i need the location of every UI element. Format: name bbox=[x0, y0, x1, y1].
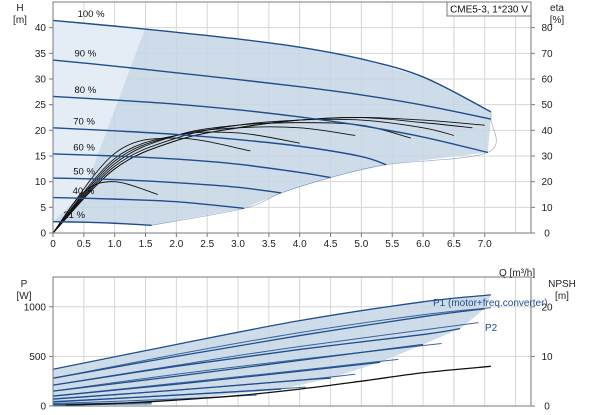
flow-tick-label: 5.5 bbox=[385, 239, 399, 250]
end-boundary-line bbox=[151, 111, 497, 226]
head-curve bbox=[53, 127, 387, 166]
flow-tick-label: 0 bbox=[50, 239, 56, 250]
p1-curve bbox=[53, 327, 461, 386]
eta-curve bbox=[53, 131, 300, 233]
head-curve bbox=[53, 153, 331, 179]
head-tick-label: 25 bbox=[35, 100, 47, 111]
legend-p1: P1 (motor+freq.converter) bbox=[433, 298, 548, 309]
speed-labels: 100 % 90 % 80 % 70 % 60 % 50 % 40 % 21 % bbox=[63, 9, 105, 221]
head-tick-label: 20 bbox=[35, 126, 47, 137]
p1-curve bbox=[53, 388, 282, 403]
flow-tick-label: 0.5 bbox=[77, 239, 91, 250]
eta-tick-label: 50 bbox=[541, 100, 553, 111]
speed-label: 80 % bbox=[75, 85, 97, 96]
head-curve bbox=[53, 95, 488, 154]
npsh-tick-label: 20 bbox=[541, 302, 553, 313]
eta-curve bbox=[53, 126, 356, 233]
flow-tick-label: 6.5 bbox=[447, 239, 461, 250]
npsh-line bbox=[65, 365, 491, 406]
p1-curve bbox=[53, 294, 491, 370]
head-axis-ticks: 0 5 10 15 20 25 30 35 40 bbox=[35, 23, 53, 240]
speed-label: 21 % bbox=[63, 210, 85, 221]
flow-tick-label: 6.0 bbox=[416, 239, 430, 250]
p1-curves bbox=[53, 294, 491, 406]
eta-curve bbox=[53, 118, 455, 233]
flow-tick-label: 7.0 bbox=[478, 239, 492, 250]
p1-curve bbox=[53, 343, 424, 392]
flow-axis-label: Q [m³/h] bbox=[499, 268, 535, 279]
power-axis-label: P bbox=[21, 279, 28, 290]
flow-tick-label: 2.5 bbox=[200, 239, 214, 250]
flow-axis-ticks: 0 0.5 1.0 1.5 2.0 2.5 3.0 3.5 4.0 4.5 5.0 5.5 6.0 6.5… bbox=[50, 233, 492, 250]
flow-tick-label: 3.0 bbox=[231, 239, 245, 250]
head-tick-label: 0 bbox=[40, 229, 46, 240]
head-tick-label: 40 bbox=[35, 23, 47, 34]
p2-curve bbox=[53, 307, 491, 379]
legend-p2: P2 bbox=[485, 323, 498, 334]
flow-tick-label: 4.5 bbox=[324, 239, 338, 250]
eta-tick-label: 40 bbox=[541, 126, 553, 137]
flow-tick-label: 3.5 bbox=[262, 239, 276, 250]
bottom-plot-frame bbox=[52, 276, 532, 407]
speed-label: 60 % bbox=[73, 142, 95, 153]
speed-label: 50 % bbox=[73, 167, 95, 178]
p1-curve bbox=[53, 308, 485, 379]
head-curve bbox=[53, 196, 245, 210]
flow-tick-label: 1.5 bbox=[139, 239, 153, 250]
head-tick-label: 30 bbox=[35, 75, 47, 86]
speed-label: 90 % bbox=[75, 49, 97, 60]
flow-tick-label: 1.0 bbox=[108, 239, 122, 250]
power-tick-label: 0 bbox=[40, 402, 46, 413]
eta-tick-label: 80 bbox=[541, 23, 553, 34]
eta-curve bbox=[53, 181, 158, 233]
eta-tick-label: 60 bbox=[541, 75, 553, 86]
model-label: CME5-3, 1*230 V bbox=[450, 5, 528, 16]
eta-tick-label: 20 bbox=[541, 177, 553, 188]
efficiency-curves bbox=[53, 116, 485, 233]
operating-region-light-zone bbox=[53, 20, 146, 222]
head-curve bbox=[53, 19, 492, 113]
power-tick-label: 1000 bbox=[24, 302, 47, 313]
p1-curve bbox=[53, 377, 331, 400]
head-tick-label: 15 bbox=[35, 152, 47, 163]
top-panel: 0 5 10 15 20 25 30 35 40 0 10 20 30 40 50 60 70 80 0 0.5 1… bbox=[13, 1, 565, 279]
head-curves bbox=[53, 19, 497, 226]
model-label-box bbox=[446, 1, 532, 17]
eta-axis-ticks: 0 10 20 30 40 50 60 70 80 bbox=[531, 23, 553, 240]
head-curve bbox=[53, 221, 152, 226]
power-axis-unit: [W] bbox=[17, 291, 32, 302]
head-tick-label: 35 bbox=[35, 49, 47, 60]
npsh-axis-unit: [m] bbox=[555, 291, 569, 302]
head-curve bbox=[53, 177, 282, 194]
p1-curve bbox=[53, 361, 380, 397]
npsh-axis-ticks: 0 10 20 bbox=[531, 302, 553, 413]
head-axis-label: H bbox=[16, 3, 23, 14]
eta-axis-unit: [%] bbox=[550, 15, 565, 26]
speed-label: 70 % bbox=[73, 116, 95, 127]
eta-tick-label: 70 bbox=[541, 49, 553, 60]
flow-tick-label: 5.0 bbox=[354, 239, 368, 250]
head-tick-label: 10 bbox=[35, 177, 47, 188]
speed-label: 40 % bbox=[73, 186, 95, 197]
npsh-tick-label: 10 bbox=[541, 352, 553, 363]
flow-tick-label: 4.0 bbox=[293, 239, 307, 250]
flow-tick-label: 2.0 bbox=[169, 239, 183, 250]
head-curve bbox=[53, 59, 492, 120]
npsh-tick-label: 0 bbox=[544, 402, 550, 413]
head-axis-unit: [m] bbox=[13, 15, 27, 26]
eta-curve bbox=[53, 116, 473, 233]
speed-label: 100 % bbox=[78, 9, 105, 20]
power-tick-label: 500 bbox=[29, 352, 46, 363]
eta-axis-label: eta bbox=[550, 3, 564, 14]
eta-tick-label: 10 bbox=[541, 203, 553, 214]
npsh-axis-label: NPSH bbox=[548, 279, 576, 290]
top-plot-frame bbox=[52, 1, 532, 234]
npsh-curve bbox=[65, 365, 491, 406]
bottom-panel: 0 500 1000 0 10 20 P [W] NPSH [m] P1 (motor+… bbox=[17, 276, 576, 413]
head-tick-label: 5 bbox=[40, 203, 46, 214]
eta-tick-label: 30 bbox=[541, 152, 553, 163]
eta-tick-label: 0 bbox=[544, 229, 550, 240]
power-axis-ticks: 0 500 1000 bbox=[24, 302, 53, 413]
